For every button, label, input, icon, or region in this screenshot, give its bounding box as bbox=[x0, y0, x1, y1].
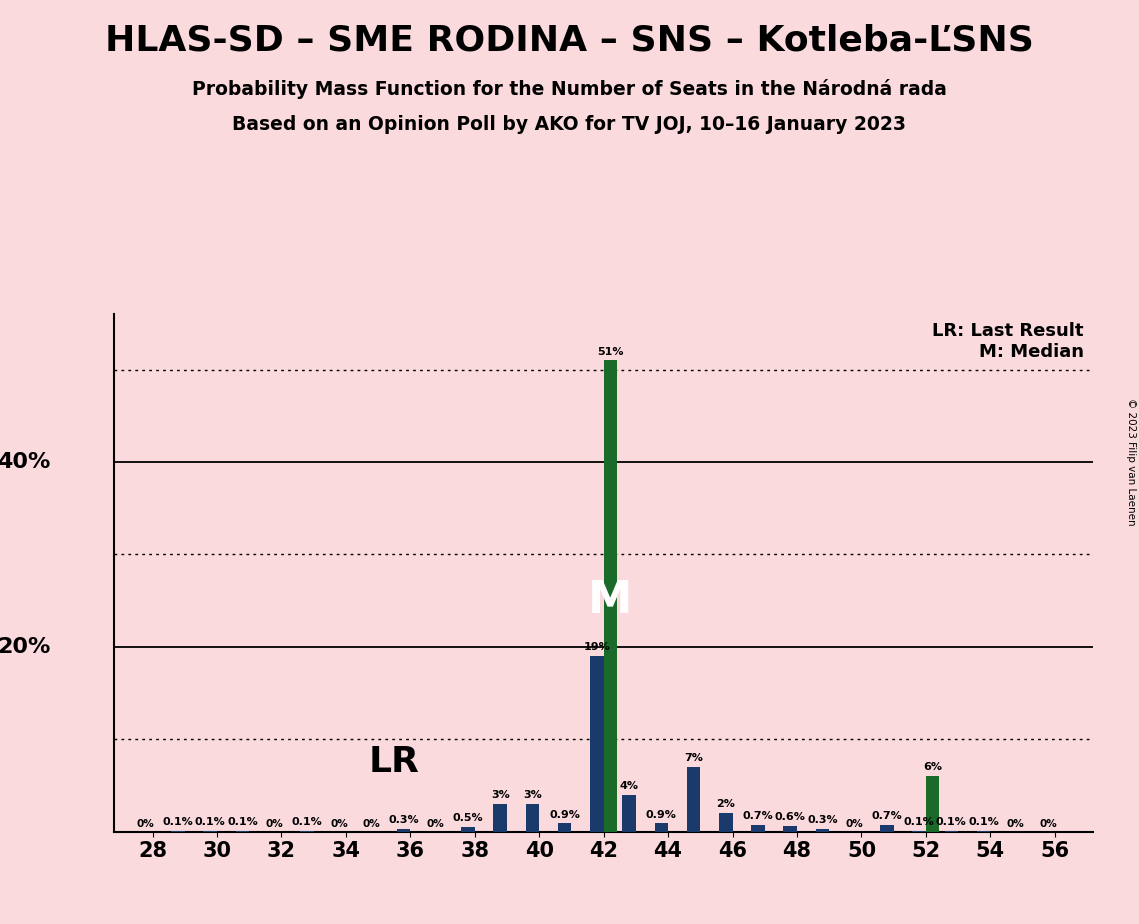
Text: 0.1%: 0.1% bbox=[227, 817, 257, 827]
Text: 0.1%: 0.1% bbox=[903, 817, 934, 827]
Text: Probability Mass Function for the Number of Seats in the Národná rada: Probability Mass Function for the Number… bbox=[192, 79, 947, 99]
Bar bbox=[558, 823, 572, 832]
Text: 0.1%: 0.1% bbox=[163, 817, 194, 827]
Text: 0.7%: 0.7% bbox=[743, 811, 773, 821]
Bar bbox=[944, 831, 958, 832]
Bar bbox=[526, 804, 539, 832]
Bar bbox=[461, 827, 475, 832]
Text: 0.6%: 0.6% bbox=[775, 812, 805, 822]
Bar bbox=[301, 831, 313, 832]
Bar bbox=[880, 825, 894, 832]
Text: 0.3%: 0.3% bbox=[808, 815, 838, 825]
Text: 3%: 3% bbox=[523, 790, 542, 800]
Text: 51%: 51% bbox=[597, 346, 624, 357]
Text: 0.1%: 0.1% bbox=[968, 817, 999, 827]
Text: 2%: 2% bbox=[716, 799, 736, 809]
Bar bbox=[752, 825, 764, 832]
Text: 0%: 0% bbox=[265, 819, 284, 829]
Text: © 2023 Filip van Laenen: © 2023 Filip van Laenen bbox=[1126, 398, 1136, 526]
Bar bbox=[687, 767, 700, 832]
Text: 0.1%: 0.1% bbox=[936, 817, 967, 827]
Text: 3%: 3% bbox=[491, 790, 509, 800]
Text: 0%: 0% bbox=[137, 819, 155, 829]
Text: 20%: 20% bbox=[0, 637, 50, 657]
Bar bbox=[590, 656, 604, 832]
Text: 0.7%: 0.7% bbox=[871, 811, 902, 821]
Text: 0%: 0% bbox=[846, 819, 863, 829]
Bar bbox=[655, 823, 669, 832]
Text: 0.1%: 0.1% bbox=[292, 817, 322, 827]
Text: 4%: 4% bbox=[620, 781, 639, 791]
Bar bbox=[493, 804, 507, 832]
Text: M: M bbox=[588, 579, 632, 622]
Text: 0.5%: 0.5% bbox=[452, 813, 483, 823]
Text: 0%: 0% bbox=[330, 819, 349, 829]
Text: 6%: 6% bbox=[923, 762, 942, 772]
Bar bbox=[604, 360, 617, 832]
Text: 0.3%: 0.3% bbox=[388, 815, 419, 825]
Bar bbox=[926, 776, 940, 832]
Text: LR: LR bbox=[369, 746, 419, 779]
Bar bbox=[816, 829, 829, 832]
Text: M: Median: M: Median bbox=[978, 343, 1083, 360]
Text: HLAS-SD – SME RODINA – SNS – Kotleba-ĽSNS: HLAS-SD – SME RODINA – SNS – Kotleba-ĽSN… bbox=[105, 23, 1034, 57]
Bar bbox=[204, 831, 218, 832]
Text: 0.1%: 0.1% bbox=[195, 817, 226, 827]
Bar bbox=[784, 826, 797, 832]
Bar bbox=[977, 831, 990, 832]
Bar bbox=[719, 813, 732, 832]
Text: Based on an Opinion Poll by AKO for TV JOJ, 10–16 January 2023: Based on an Opinion Poll by AKO for TV J… bbox=[232, 116, 907, 135]
Text: 19%: 19% bbox=[583, 642, 611, 652]
Text: 0%: 0% bbox=[427, 819, 444, 829]
Text: 0%: 0% bbox=[1007, 819, 1025, 829]
Text: 7%: 7% bbox=[685, 753, 703, 763]
Text: 0%: 0% bbox=[362, 819, 380, 829]
Text: 40%: 40% bbox=[0, 452, 50, 472]
Bar bbox=[396, 829, 410, 832]
Text: LR: Last Result: LR: Last Result bbox=[932, 322, 1083, 340]
Text: 0%: 0% bbox=[1039, 819, 1057, 829]
Text: 0.9%: 0.9% bbox=[646, 809, 677, 820]
Bar bbox=[236, 831, 249, 832]
Bar bbox=[171, 831, 185, 832]
Text: 0.9%: 0.9% bbox=[549, 809, 580, 820]
Bar bbox=[912, 831, 926, 832]
Bar bbox=[622, 795, 636, 832]
